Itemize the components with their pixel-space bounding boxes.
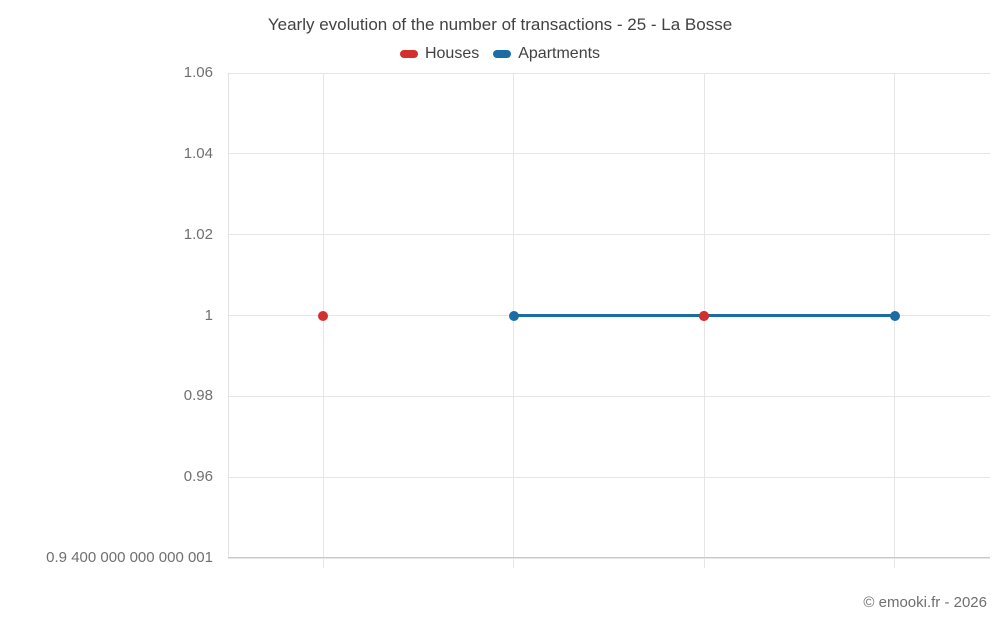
y-tick-label: 1 (204, 306, 213, 324)
y-tick-label: 1.06 (183, 64, 213, 81)
legend-swatch-icon (399, 50, 418, 58)
chart-title: Yearly evolution of the number of transa… (267, 15, 733, 34)
x-gridline (703, 73, 705, 568)
legend-label: Houses (424, 45, 480, 62)
legend-label: Apartments (518, 45, 601, 62)
y-tick-label: 1.02 (183, 225, 213, 243)
plot-area: 2021202320242025 (228, 72, 990, 568)
legend-item-houses[interactable]: Houses (399, 45, 480, 63)
y-gridline (228, 234, 990, 236)
y-gridline (228, 476, 990, 478)
y-gridline (228, 395, 990, 397)
data-point-apartments-2023[interactable] (508, 310, 519, 321)
series-line (228, 73, 990, 558)
x-gridline (322, 73, 324, 568)
x-axis-line (228, 557, 990, 558)
y-tick-label: 0.96 (183, 468, 213, 486)
data-point-houses-2024[interactable] (699, 310, 710, 321)
legend-item-apartments[interactable]: Apartments (493, 45, 600, 63)
y-tick-label: 0.9 400 000 000 000 001 (46, 549, 213, 566)
data-point-apartments-2025[interactable] (889, 310, 900, 321)
y-axis-line (228, 73, 229, 558)
x-gridline (894, 73, 896, 568)
y-tick-label: 0.98 (183, 387, 213, 405)
series-houses (228, 73, 990, 558)
y-tick-label: 1.04 (183, 144, 213, 162)
x-gridline (513, 73, 515, 568)
y-axis-labels: 0.9 400 000 000 000 001 0.96 0.98 1 1.02 1.04… (0, 0, 213, 625)
y-gridline (228, 557, 990, 559)
legend: Houses Apartments (0, 45, 1000, 63)
copyright-watermark: © emooki.fr - 2026 (863, 594, 987, 611)
data-point-houses-2021[interactable] (318, 310, 329, 321)
y-gridline (228, 72, 990, 74)
y-gridline (228, 153, 990, 155)
legend-swatch-icon (493, 50, 512, 58)
